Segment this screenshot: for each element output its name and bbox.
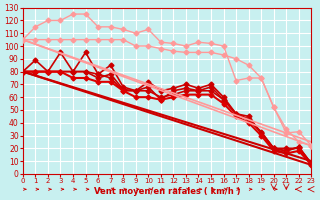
X-axis label: Vent moyen/en rafales ( km/h ): Vent moyen/en rafales ( km/h ) bbox=[94, 187, 240, 196]
